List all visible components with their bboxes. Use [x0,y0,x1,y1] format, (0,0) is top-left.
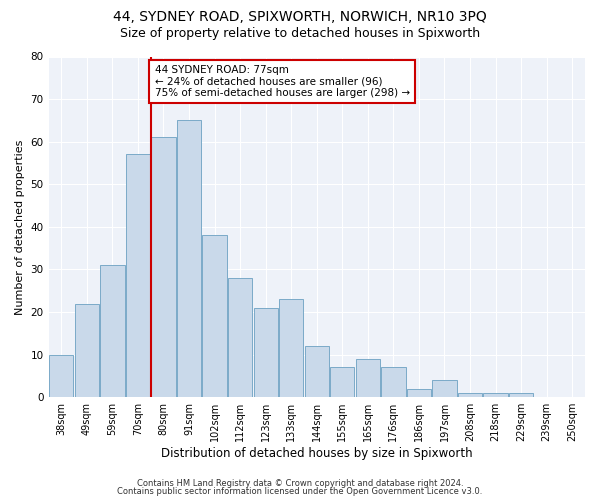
Bar [407,388,431,397]
Bar [126,154,150,397]
Bar [484,393,508,397]
Bar [254,308,278,397]
Text: 44, SYDNEY ROAD, SPIXWORTH, NORWICH, NR10 3PQ: 44, SYDNEY ROAD, SPIXWORTH, NORWICH, NR1… [113,10,487,24]
Bar [279,300,304,397]
Bar [330,368,355,397]
Text: Size of property relative to detached houses in Spixworth: Size of property relative to detached ho… [120,28,480,40]
Bar [49,354,73,397]
Bar [228,278,252,397]
Bar [356,359,380,397]
X-axis label: Distribution of detached houses by size in Spixworth: Distribution of detached houses by size … [161,447,473,460]
Bar [305,346,329,397]
Y-axis label: Number of detached properties: Number of detached properties [15,139,25,314]
Text: Contains public sector information licensed under the Open Government Licence v3: Contains public sector information licen… [118,487,482,496]
Bar [381,368,406,397]
Bar [100,265,125,397]
Text: Contains HM Land Registry data © Crown copyright and database right 2024.: Contains HM Land Registry data © Crown c… [137,478,463,488]
Bar [202,236,227,397]
Text: 44 SYDNEY ROAD: 77sqm
← 24% of detached houses are smaller (96)
75% of semi-deta: 44 SYDNEY ROAD: 77sqm ← 24% of detached … [155,65,410,98]
Bar [433,380,457,397]
Bar [509,393,533,397]
Bar [151,138,176,397]
Bar [458,393,482,397]
Bar [75,304,99,397]
Bar [177,120,201,397]
